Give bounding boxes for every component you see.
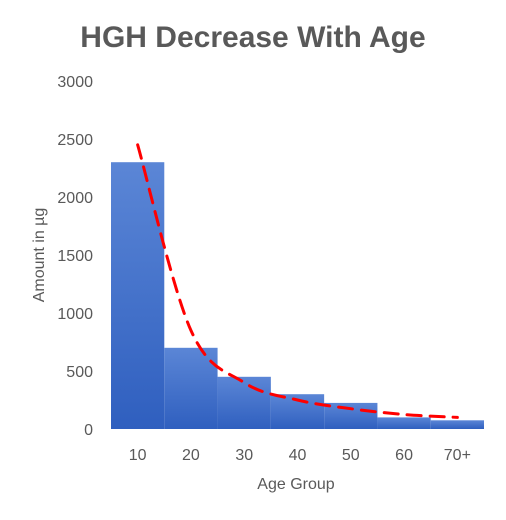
y-axis-ticks: 0 500 1000 1500 2000 2500 3000 (57, 74, 93, 439)
x-axis-ticks: 10 20 30 40 50 60 70+ (129, 447, 471, 464)
x-tick-label: 70+ (444, 447, 471, 464)
bar-60 (377, 417, 431, 429)
trendline-group (136, 143, 459, 419)
x-tick-label: 30 (235, 447, 253, 464)
bar-30 (217, 376, 271, 429)
x-tick-label: 10 (129, 447, 147, 464)
x-tick-label: 20 (182, 447, 200, 464)
y-tick-label: 1000 (57, 306, 93, 323)
chart-title: HGH Decrease With Age (80, 21, 425, 54)
bar-50 (324, 402, 378, 429)
bar-10 (111, 162, 165, 429)
bar-20 (164, 347, 218, 429)
y-tick-label: 2000 (57, 190, 93, 207)
trendline (136, 143, 459, 419)
y-tick-label: 2500 (57, 132, 93, 149)
bars-group (111, 162, 484, 429)
x-axis-label: Age Group (257, 476, 334, 493)
y-axis-label: Amount in µg (31, 208, 48, 303)
y-tick-label: 500 (66, 364, 93, 381)
y-tick-label: 1500 (57, 248, 93, 265)
y-tick-label: 3000 (57, 74, 93, 91)
x-tick-label: 50 (342, 447, 360, 464)
x-tick-label: 60 (395, 447, 413, 464)
bar-70+ (430, 420, 484, 429)
y-tick-label: 0 (84, 422, 93, 439)
x-tick-label: 40 (289, 447, 307, 464)
